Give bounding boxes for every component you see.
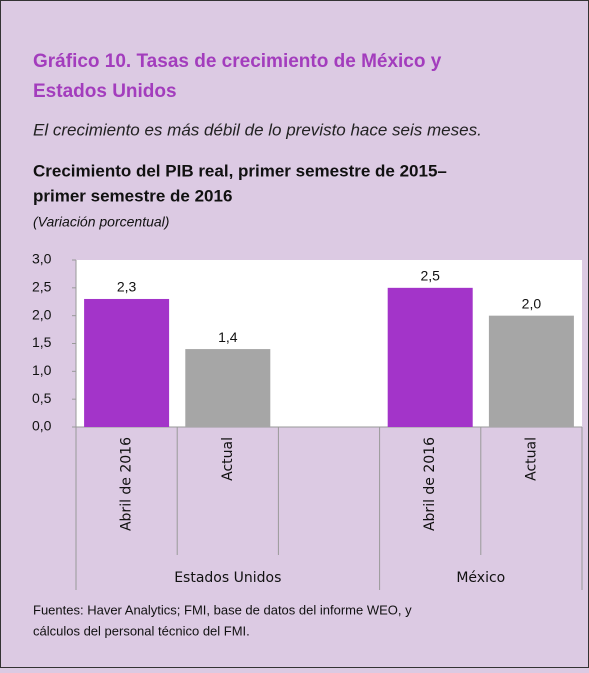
source: cálculos del personal técnico del FMI. bbox=[33, 623, 250, 638]
title: Gráfico 10. Tasas de crecimiento de Méxi… bbox=[33, 51, 442, 72]
subtitle: El crecimiento es más débil de lo previs… bbox=[33, 120, 482, 139]
x-tick-label: Abril de 2016 bbox=[422, 437, 438, 531]
value-label: 2,0 bbox=[522, 295, 542, 311]
chart-title: Crecimiento del PIB real, primer semestr… bbox=[33, 161, 447, 180]
y-tick-label: 0,0 bbox=[32, 418, 52, 434]
group-label: México bbox=[456, 570, 505, 586]
source: Fuentes: Haver Analytics; FMI, base de d… bbox=[33, 602, 412, 617]
bar bbox=[488, 315, 574, 427]
y-tick-label: 2,0 bbox=[32, 306, 52, 322]
y-tick-label: 2,5 bbox=[32, 279, 52, 295]
title: Estados Unidos bbox=[33, 81, 177, 102]
y-tick-label: 1,0 bbox=[32, 362, 52, 378]
chart-title: primer semestre de 2016 bbox=[33, 186, 232, 205]
y-tick-label: 1,5 bbox=[32, 334, 52, 350]
value-label: 2,3 bbox=[117, 279, 137, 295]
bar bbox=[84, 298, 170, 427]
value-label: 1,4 bbox=[218, 329, 238, 345]
value-label: 2,5 bbox=[420, 268, 440, 284]
bar bbox=[185, 349, 271, 427]
y-tick-label: 3,0 bbox=[32, 251, 52, 267]
group-label: Estados Unidos bbox=[174, 570, 281, 586]
x-tick-label: Actual bbox=[523, 437, 539, 481]
bar bbox=[387, 287, 473, 427]
unit-label: (Variación porcentual) bbox=[33, 214, 169, 230]
y-tick-label: 0,5 bbox=[32, 390, 52, 406]
x-tick-label: Actual bbox=[220, 437, 236, 481]
x-tick-label: Abril de 2016 bbox=[119, 437, 135, 531]
